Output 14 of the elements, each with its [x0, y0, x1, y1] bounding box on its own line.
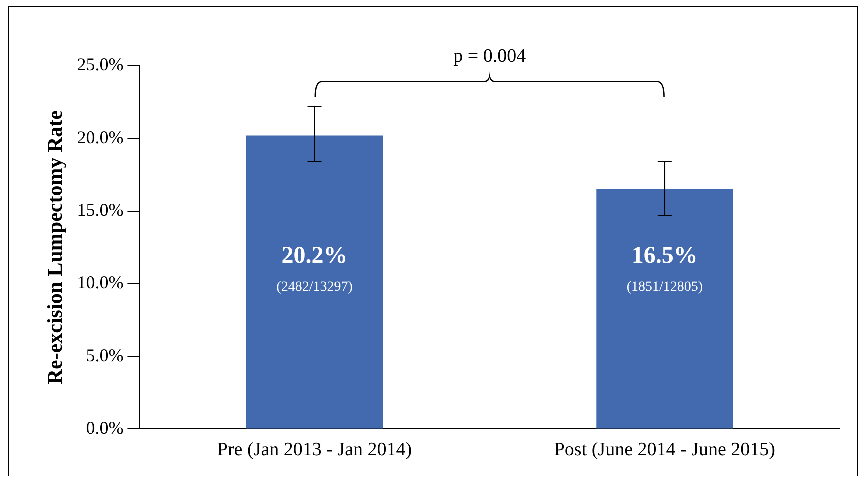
y-tick-label: 5.0%	[86, 345, 124, 366]
y-tick-label: 15.0%	[77, 200, 124, 220]
data-label: 16.5%	[632, 242, 698, 269]
annotation: (2482/13297)	[276, 280, 354, 296]
y-axis-title: Re-excision Lumpectomy Rate	[43, 110, 68, 385]
annotation: (1851/12805)	[626, 280, 704, 296]
x-tick-label: Pre (Jan 2013 - Jan 2014)	[217, 440, 412, 461]
data-label: 20.2%	[282, 242, 348, 269]
y-tick-label: 25.0%	[77, 54, 124, 75]
y-tick-label: 0.0%	[86, 418, 124, 438]
annotation: p = 0.004	[454, 46, 527, 67]
x-tick-label: Post (June 2014 - June 2015)	[554, 440, 776, 461]
y-tick-label: 10.0%	[77, 272, 124, 293]
y-tick-label: 20.0%	[77, 127, 124, 148]
